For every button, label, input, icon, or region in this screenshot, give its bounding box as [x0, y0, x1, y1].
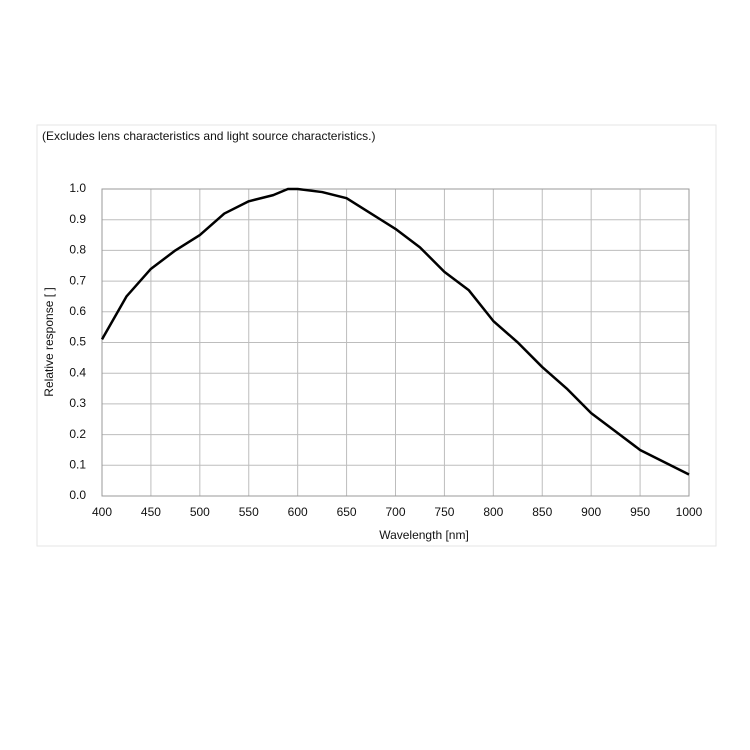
chart-frame — [36, 124, 717, 547]
x-tick-label: 1000 — [676, 505, 703, 519]
y-tick-label: 0.0 — [69, 488, 86, 502]
x-tick-label: 950 — [630, 505, 650, 519]
data-line — [100, 187, 690, 476]
plot-border — [101, 188, 690, 497]
x-tick-label: 600 — [288, 505, 308, 519]
y-tick-label: 0.9 — [69, 212, 86, 226]
x-tick-label: 450 — [141, 505, 161, 519]
y-tick-label: 0.6 — [69, 304, 86, 318]
x-tick-label: 850 — [532, 505, 552, 519]
y-tick-label: 0.2 — [69, 427, 86, 441]
x-tick-label: 650 — [337, 505, 357, 519]
y-tick-label: 0.7 — [69, 273, 86, 287]
x-tick-label: 750 — [434, 505, 454, 519]
x-tick-label: 800 — [483, 505, 503, 519]
y-tick-label: 0.8 — [69, 243, 86, 257]
y-axis-label: Relative response [ ] — [42, 287, 56, 396]
chart-title: (Excludes lens characteristics and light… — [42, 129, 375, 143]
y-tick-label: 0.3 — [69, 396, 86, 410]
x-tick-label: 700 — [385, 505, 405, 519]
x-tick-label: 400 — [92, 505, 112, 519]
x-axis-label: Wavelength [nm] — [379, 528, 469, 542]
y-tick-label: 0.5 — [69, 335, 86, 349]
y-tick-label: 0.4 — [69, 365, 86, 379]
y-tick-label: 1.0 — [69, 181, 86, 195]
y-tick-label: 0.1 — [69, 457, 86, 471]
x-tick-label: 500 — [190, 505, 210, 519]
x-tick-label: 550 — [239, 505, 259, 519]
x-tick-label: 900 — [581, 505, 601, 519]
